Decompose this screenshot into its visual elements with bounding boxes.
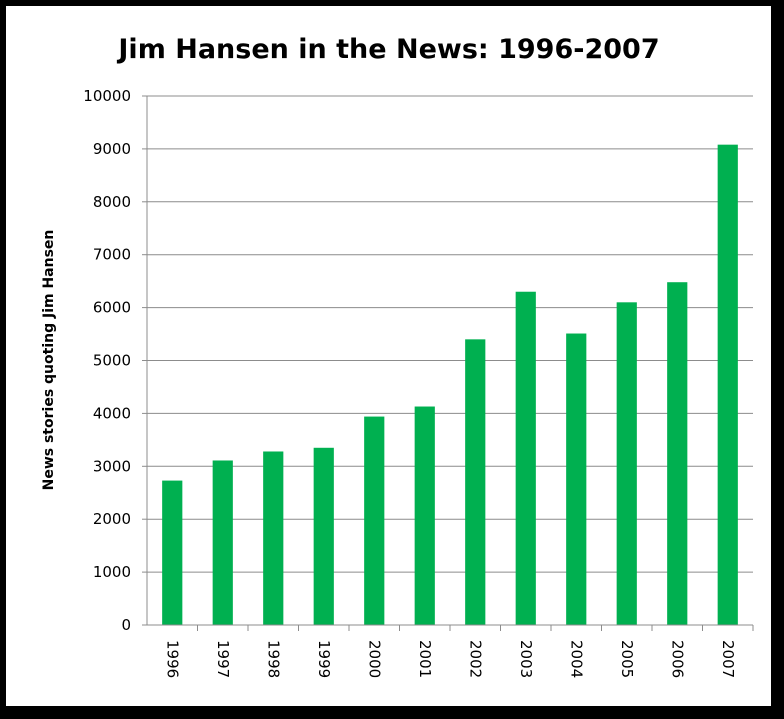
- bar-2001: [414, 406, 435, 625]
- x-tick-label: 2001: [416, 640, 434, 678]
- x-tick-label: 2002: [466, 640, 484, 678]
- bar-2007: [717, 144, 738, 625]
- gridlines: [147, 95, 753, 573]
- y-tick-label: 1000: [93, 563, 131, 581]
- bar-2003: [515, 291, 536, 625]
- x-tick-label: 1997: [214, 640, 232, 678]
- y-tick-label: 4000: [93, 404, 131, 422]
- x-tick-label: 2003: [517, 640, 535, 678]
- bar-1996: [162, 480, 183, 625]
- y-axis-label: News stories quoting Jim Hansen: [41, 230, 57, 491]
- y-tick-label: 2000: [93, 510, 131, 528]
- bar-1999: [313, 447, 334, 625]
- y-tick-label: 5000: [93, 352, 131, 370]
- bar-2006: [667, 282, 688, 625]
- y-tick-label: 8000: [93, 193, 131, 211]
- y-tick-label: 0: [121, 616, 131, 634]
- bar-2002: [465, 339, 486, 625]
- x-tick-label: 2006: [668, 640, 686, 678]
- axes: [142, 95, 754, 631]
- bar-1998: [263, 451, 284, 625]
- y-tick-label: 10000: [83, 87, 131, 105]
- x-tick-label: 2005: [618, 640, 636, 678]
- x-tick-labels: 1996 1997 1998 1999 2000 2001 2002 2003 2004 2005…: [163, 640, 737, 678]
- chart-area: [6, 6, 771, 706]
- bars: [162, 144, 738, 625]
- x-tick-label: 1999: [315, 640, 333, 678]
- bar-1997: [212, 460, 233, 625]
- y-tick-label: 3000: [93, 457, 131, 475]
- bar-2000: [364, 416, 385, 625]
- bar-2005: [616, 302, 637, 625]
- x-tick-label: 2007: [719, 640, 737, 678]
- y-tick-label: 6000: [93, 299, 131, 317]
- x-tick-label: 1998: [264, 640, 282, 678]
- bar-2004: [566, 333, 587, 625]
- y-tick-label: 7000: [93, 246, 131, 264]
- y-tick-label: 9000: [93, 140, 131, 158]
- y-tick-labels: 0 1000 2000 3000 4000 5000 6000 7000 8000 9000 100…: [83, 87, 131, 634]
- x-tick-label: 2000: [365, 640, 383, 678]
- chart-title: Jim Hansen in the News: 1996-2007: [116, 34, 659, 65]
- x-tick-label: 2004: [567, 640, 585, 678]
- x-tick-label: 1996: [163, 640, 181, 678]
